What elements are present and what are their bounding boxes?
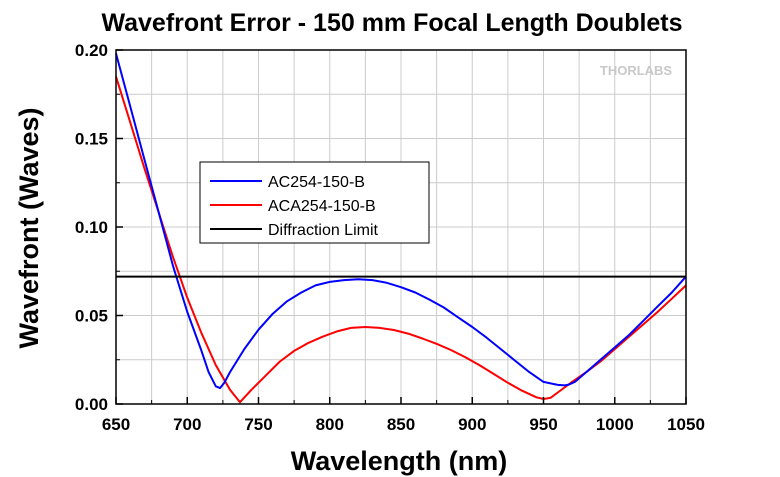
- x-tick-label: 900: [458, 415, 486, 434]
- y-tick-label: 0.20: [75, 41, 108, 60]
- x-tick-label: 1000: [596, 415, 634, 434]
- grid-lines: [116, 50, 686, 404]
- x-tick-label: 650: [102, 415, 130, 434]
- axis-ticks: [115, 49, 687, 405]
- y-tick-label: 0.10: [75, 218, 108, 237]
- x-tick-label: 800: [316, 415, 344, 434]
- legend-label-aca254: ACA254-150-B: [268, 198, 376, 215]
- y-tick-label: 0.00: [75, 395, 108, 414]
- legend-label-ac254: AC254-150-B: [268, 174, 365, 191]
- y-tick-labels: 0.00 0.05 0.10 0.15 0.20: [75, 41, 108, 414]
- chart-title: Wavefront Error - 150 mm Focal Length Do…: [101, 9, 682, 37]
- y-axis-title: Wavefront (Waves): [14, 107, 44, 348]
- x-tick-labels: 650 700 750 800 850 900 950 1000 1050: [102, 415, 705, 434]
- series-layer: [115, 53, 687, 404]
- y-tick-label: 0.15: [75, 130, 108, 149]
- x-axis-title: Wavelength (nm): [291, 446, 508, 476]
- x-tick-label: 750: [244, 415, 272, 434]
- x-tick-label: 700: [173, 415, 201, 434]
- x-tick-label: 1050: [667, 415, 705, 434]
- y-tick-label: 0.05: [75, 307, 108, 326]
- legend: AC254-150-B ACA254-150-B Diffraction Lim…: [199, 161, 430, 244]
- x-tick-label: 850: [387, 415, 415, 434]
- series-line-ac254-150-b: [115, 53, 687, 390]
- thorlabs-watermark: THORLABS: [600, 63, 673, 78]
- x-tick-label: 950: [529, 415, 557, 434]
- legend-label-diffraction: Diffraction Limit: [268, 222, 379, 239]
